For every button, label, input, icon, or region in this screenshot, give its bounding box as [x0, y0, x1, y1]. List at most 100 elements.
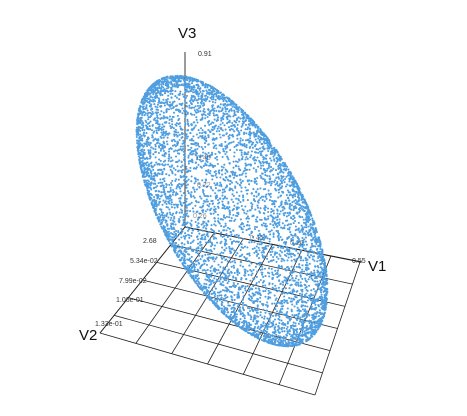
- scatter-point: [280, 305, 283, 308]
- scatter-point: [285, 241, 288, 244]
- scatter-point: [213, 223, 216, 226]
- scatter-point: [294, 225, 297, 228]
- scatter-point: [225, 242, 228, 246]
- scatter-point: [196, 224, 199, 227]
- scatter-point: [303, 321, 306, 324]
- scatter-point: [146, 145, 149, 148]
- scatter-point: [163, 146, 167, 149]
- scatter-point: [199, 258, 202, 261]
- scatter-point: [191, 207, 194, 210]
- scatter-point: [190, 261, 194, 264]
- scatter-point: [175, 187, 178, 190]
- scatter-point: [163, 189, 166, 192]
- scatter-point: [204, 94, 208, 97]
- scatter-point: [189, 139, 192, 142]
- scatter-point: [176, 246, 179, 249]
- scatter-point: [320, 306, 323, 309]
- scatter-point: [235, 148, 238, 151]
- scatter-point: [226, 282, 229, 285]
- scatter-point: [273, 158, 276, 161]
- scatter-point: [169, 194, 172, 197]
- scatter-point: [161, 171, 164, 174]
- scatter-point: [257, 246, 260, 249]
- scatter-point: [211, 202, 215, 205]
- scatter-point: [150, 165, 153, 168]
- scatter-point: [262, 251, 266, 254]
- scatter-point: [182, 145, 185, 148]
- scatter-point: [161, 211, 165, 214]
- scatter-point: [189, 193, 192, 196]
- scatter-point: [152, 112, 155, 115]
- scatter-point: [276, 215, 279, 218]
- scatter-point: [289, 338, 292, 341]
- scatter-point: [160, 191, 163, 194]
- scatter-point: [302, 240, 305, 244]
- scatter-point: [153, 103, 156, 106]
- scatter-point: [279, 310, 282, 313]
- scatter-point: [214, 224, 217, 227]
- scatter-point: [216, 105, 219, 108]
- scatter-point: [281, 326, 284, 329]
- scatter-point: [158, 142, 161, 145]
- scatter-point: [234, 106, 238, 109]
- scatter-point: [285, 175, 288, 178]
- scatter-point: [155, 193, 158, 196]
- scatter-point: [232, 240, 235, 243]
- scatter-point: [187, 242, 190, 245]
- scatter-point: [231, 105, 234, 108]
- scatter-point: [216, 182, 219, 185]
- scatter-point: [265, 331, 268, 334]
- scatter-point: [268, 164, 271, 168]
- scatter-point: [158, 100, 161, 103]
- scatter-point: [224, 296, 227, 300]
- scatter-point: [314, 293, 317, 296]
- scatter-point: [211, 100, 214, 104]
- scatter-point: [217, 125, 220, 128]
- scatter-point: [230, 141, 233, 144]
- scatter-point: [176, 165, 179, 168]
- scatter-point: [255, 226, 258, 229]
- scatter-point: [301, 293, 304, 296]
- scatter-point: [187, 124, 190, 127]
- scatter-point: [187, 85, 190, 88]
- scatter-point: [216, 298, 219, 301]
- scatter-point: [260, 316, 264, 319]
- scatter-point: [249, 156, 252, 159]
- scatter-point: [196, 250, 199, 253]
- scatter-point: [181, 93, 184, 96]
- scatter-point: [295, 202, 299, 206]
- scatter-point: [171, 92, 174, 96]
- scatter-point: [299, 243, 302, 246]
- scatter-point: [221, 194, 224, 197]
- scatter-point: [233, 284, 236, 287]
- scatter-point: [252, 268, 255, 272]
- scatter-point: [295, 181, 298, 184]
- scatter-point: [289, 185, 292, 188]
- scatter-point: [255, 254, 258, 258]
- scatter-point: [298, 215, 301, 218]
- scatter-point: [252, 320, 255, 323]
- scatter-point: [286, 332, 289, 335]
- scatter-point: [270, 169, 273, 172]
- scatter-point: [140, 169, 144, 172]
- scatter-point: [271, 278, 274, 281]
- scatter-point: [154, 148, 157, 151]
- scatter-point: [171, 236, 174, 239]
- scatter-points: [135, 74, 329, 348]
- scatter-point: [281, 288, 284, 291]
- scatter-point: [311, 299, 314, 303]
- scatter-point: [262, 222, 265, 225]
- scatter-point: [207, 121, 210, 124]
- scatter-point: [294, 195, 297, 198]
- scatter-point: [219, 176, 222, 179]
- scatter-point: [189, 242, 192, 245]
- scatter-point: [147, 149, 150, 152]
- scatter-point: [161, 101, 165, 104]
- scatter-point: [246, 306, 249, 310]
- scatter-point: [317, 305, 321, 308]
- scatter-point: [176, 86, 179, 89]
- scatter-point: [202, 222, 205, 225]
- scatter-point: [203, 108, 206, 111]
- scatter-point: [259, 314, 262, 317]
- scatter-point: [166, 195, 169, 198]
